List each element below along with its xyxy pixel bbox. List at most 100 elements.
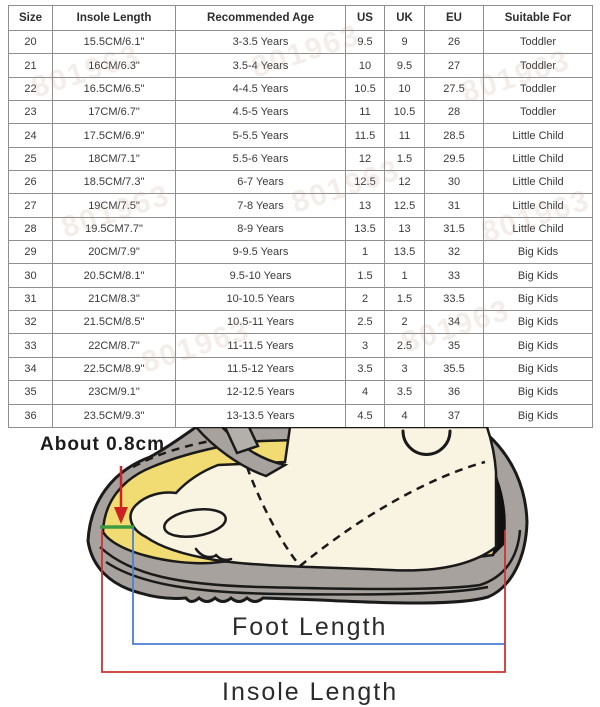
- table-cell: 23CM/9.1": [52, 380, 176, 405]
- shoe-strap-tab: [223, 427, 260, 455]
- table-cell: 10: [345, 53, 385, 78]
- toe-crease: [214, 553, 233, 562]
- table-cell: 3-3.5 Years: [175, 29, 346, 55]
- table-row: 34 22.5CM/8.9" 11.5-12 Years 3.5 3 35.5 Big Ki…: [8, 356, 593, 382]
- table-cell: 26: [424, 29, 484, 55]
- table-cell: 33: [424, 263, 484, 288]
- table-cell: 24: [8, 123, 53, 148]
- table-cell: 9.5-10 Years: [175, 263, 346, 288]
- table-cell: 3.5: [384, 380, 425, 405]
- table-cell: 36: [8, 403, 53, 428]
- table-row: 30 20.5CM/8.1" 9.5-10 Years 1.5 1 33 Big Kids: [8, 263, 593, 288]
- table-cell: 30: [424, 170, 484, 195]
- table-cell: 34: [8, 356, 53, 382]
- table-cell: 25: [8, 146, 53, 172]
- table-cell: 35: [8, 380, 53, 405]
- column-header: Insole Length: [52, 5, 176, 31]
- table-cell: 8-9 Years: [175, 216, 346, 242]
- shoe-illustration: [86, 427, 529, 673]
- table-cell: 31: [424, 193, 484, 218]
- table-row: 27 19CM/7.5" 7-8 Years 13 12.5 31 Little Child: [8, 193, 593, 218]
- table-cell: 2.5: [384, 333, 425, 358]
- table-cell: Little Child: [483, 216, 593, 242]
- table-cell: 10.5: [384, 100, 425, 125]
- table-cell: 20CM/7.9": [52, 240, 176, 265]
- table-row: 26 18.5CM/7.3" 6-7 Years 12.5 12 30 Little Chi…: [8, 170, 593, 195]
- table-cell: 20: [8, 29, 53, 55]
- table-cell: Toddler: [483, 29, 593, 55]
- table-cell: 10.5: [345, 76, 385, 102]
- table-cell: Toddler: [483, 53, 593, 78]
- table-cell: Toddler: [483, 76, 593, 102]
- table-cell: 13: [345, 193, 385, 218]
- table-cell: 11: [384, 123, 425, 148]
- table-cell: 1.5: [384, 286, 425, 312]
- table-cell: 4.5: [345, 403, 385, 428]
- foot-shape: [129, 427, 498, 572]
- dashed-toe-line: [132, 439, 211, 469]
- column-header: EU: [424, 5, 484, 31]
- table-cell: 36: [424, 380, 484, 405]
- table-cell: 11.5-12 Years: [175, 356, 346, 382]
- down-arrow-head: [114, 507, 128, 524]
- table-cell: 9-9.5 Years: [175, 240, 346, 265]
- ankle-arc: [401, 429, 452, 456]
- table-cell: 2.5: [345, 310, 385, 335]
- dashed-foot-line: [299, 460, 486, 567]
- table-cell: 22CM/8.7": [52, 333, 176, 358]
- table-cell: 22: [8, 76, 53, 102]
- table-cell: 20.5CM/8.1": [52, 263, 176, 288]
- table-cell: 32: [8, 310, 53, 335]
- table-cell: 11: [345, 100, 385, 125]
- table-cell: 7-8 Years: [175, 193, 346, 218]
- table-cell: 37: [424, 403, 484, 428]
- table-cell: Big Kids: [483, 403, 593, 428]
- table-cell: Big Kids: [483, 310, 593, 335]
- table-cell: 27: [8, 193, 53, 218]
- table-cell: 27.5: [424, 76, 484, 102]
- table-cell: Big Kids: [483, 333, 593, 358]
- column-header: Size: [8, 5, 53, 31]
- table-cell: 12-12.5 Years: [175, 380, 346, 405]
- table-cell: 10.5-11 Years: [175, 310, 346, 335]
- table-cell: 17.5CM/6.9": [52, 123, 176, 148]
- table-cell: 1: [345, 240, 385, 265]
- table-cell: 31.5: [424, 216, 484, 242]
- size-chart-table: Size Insole Length Recommended Age US UK EU Su…: [8, 5, 593, 428]
- table-cell: 19CM/7.5": [52, 193, 176, 218]
- table-cell: Big Kids: [483, 240, 593, 265]
- table-cell: Big Kids: [483, 356, 593, 382]
- table-cell: 1.5: [345, 263, 385, 288]
- toe-outline: [163, 508, 227, 538]
- table-row: 23 17CM/6.7" 4.5-5 Years 11 10.5 28 Toddler: [8, 100, 593, 125]
- table-cell: Big Kids: [483, 286, 593, 312]
- table-row: 32 21.5CM/8.5" 10.5-11 Years 2.5 2 34 Big Kids: [8, 310, 593, 335]
- table-row: 35 23CM/9.1" 12-12.5 Years 4 3.5 36 Big Kids: [8, 380, 593, 405]
- table-cell: 23: [8, 100, 53, 125]
- insole-length-line: [101, 530, 506, 673]
- table-cell: 30: [8, 263, 53, 288]
- column-header: US: [345, 5, 385, 31]
- table-row: 31 21CM/8.3" 10-10.5 Years 2 1.5 33.5 Big Kids: [8, 286, 593, 312]
- dashed-foot-line: [245, 466, 301, 567]
- table-cell: 12: [345, 146, 385, 172]
- sole-line: [105, 560, 489, 596]
- table-cell: 21CM/8.3": [52, 286, 176, 312]
- sole-line: [99, 529, 522, 591]
- table-cell: 10-10.5 Years: [175, 286, 346, 312]
- table-cell: 15.5CM/6.1": [52, 29, 176, 55]
- table-cell: 2: [384, 310, 425, 335]
- table-row: 24 17.5CM/6.9" 5-5.5 Years 11.5 11 28.5 Little…: [8, 123, 593, 148]
- table-cell: 17CM/6.7": [52, 100, 176, 125]
- size-chart-section: Size Insole Length Recommended Age US UK EU Su…: [8, 5, 593, 428]
- table-cell: 12.5: [345, 170, 385, 195]
- table-row: 25 18CM/7.1" 5.5-6 Years 12 1.5 29.5 Little Ch…: [8, 146, 593, 172]
- foot-length-label: Foot Length: [232, 613, 388, 641]
- table-cell: Toddler: [483, 100, 593, 125]
- table-cell: 16.5CM/6.5": [52, 76, 176, 102]
- table-row: 22 16.5CM/6.5" 4-4.5 Years 10.5 10 27.5 Toddle…: [8, 76, 593, 102]
- table-cell: Little Child: [483, 123, 593, 148]
- shoe-measurement-diagram: [0, 427, 600, 706]
- table-cell: 11.5: [345, 123, 385, 148]
- table-cell: 21.5CM/8.5": [52, 310, 176, 335]
